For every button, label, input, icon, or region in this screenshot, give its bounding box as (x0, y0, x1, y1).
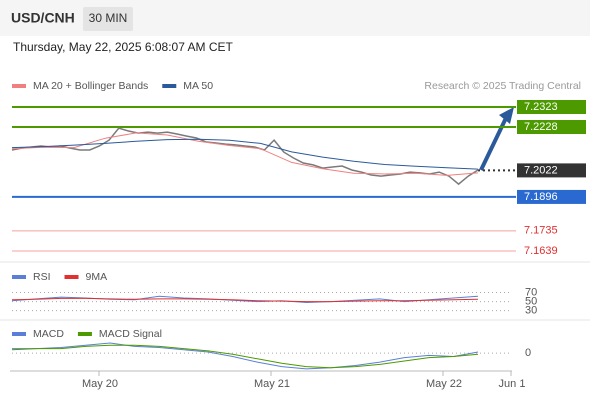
level-box (517, 120, 586, 135)
legend-label: MACD (33, 328, 64, 340)
y-tick-label: 50 (525, 295, 537, 307)
source: Research © 2025 Trading Central (424, 80, 581, 92)
series-line (11, 138, 479, 170)
legend-label: MACD Signal (99, 328, 162, 340)
x-tick-label: Jun 1 (499, 378, 526, 390)
level-box (517, 163, 586, 178)
legend-swatch (12, 275, 26, 279)
legend-swatch (77, 332, 92, 336)
series-line (11, 132, 479, 176)
legend-swatch (162, 84, 177, 88)
forecast-arrow (479, 117, 508, 171)
forecast-arrowhead (499, 107, 514, 124)
legend-label: MA 20 + Bollinger Bands (33, 80, 148, 92)
y-tick-label: 0 (525, 347, 531, 359)
series-line (11, 297, 479, 303)
level-label: 7.2228 (524, 121, 558, 133)
legend-label: 9MA (86, 271, 108, 283)
level-label: 7.2323 (524, 101, 558, 113)
x-tick-label: May 20 (82, 378, 118, 390)
level-label: 7.1735 (524, 225, 558, 237)
x-tick-label: May 21 (254, 378, 290, 390)
datetime: Thursday, May 22, 2025 6:08:07 AM CET (13, 40, 234, 54)
level-label: 7.2022 (524, 164, 558, 176)
y-tick-label: 30 (525, 304, 537, 316)
legend-swatch (12, 332, 26, 336)
interval-button[interactable] (83, 7, 133, 31)
x-tick-label: May 22 (426, 378, 462, 390)
level-label: 7.1639 (524, 245, 558, 257)
legend-swatch (64, 275, 79, 279)
series-line (11, 344, 479, 369)
level-box (517, 100, 586, 115)
legend-label: RSI (33, 271, 51, 283)
symbol: USD/CNH (11, 10, 75, 26)
legend-label: MA 50 (183, 80, 213, 92)
y-tick-label: 70 (525, 286, 537, 298)
legend-swatch (12, 84, 26, 88)
level-label: 7.1896 (524, 191, 558, 203)
price-line (11, 127, 479, 186)
interval[interactable]: 30 MIN (89, 11, 128, 25)
series-line (12, 342, 479, 370)
level-box (517, 189, 586, 204)
